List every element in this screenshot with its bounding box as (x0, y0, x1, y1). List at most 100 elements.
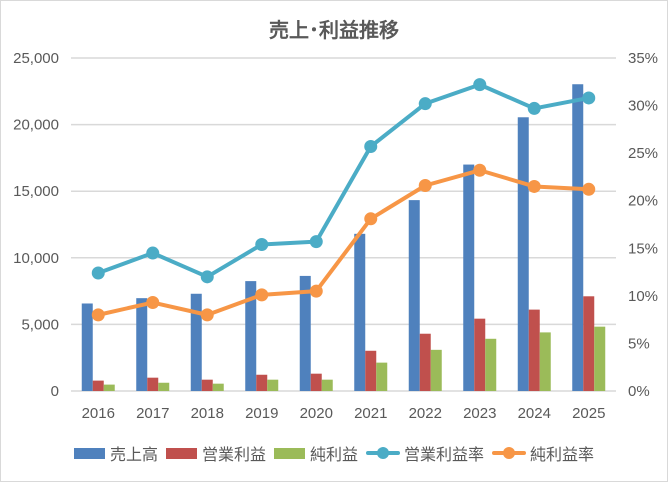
lines (91, 78, 596, 322)
legend-item-net-profit: 純利益 (273, 441, 358, 465)
point-net-margin (527, 179, 541, 193)
point-operating-margin (582, 91, 596, 105)
bar-net-profit (539, 332, 551, 391)
bar-operating-profit (147, 377, 159, 391)
bar-operating-profit (528, 309, 540, 391)
bar-sales (190, 293, 202, 391)
right-axis-tick-label: 5% (628, 335, 650, 352)
x-axis-tick-label: 2019 (245, 405, 278, 422)
x-axis-ticks: 2016 2017 2018 2019 2020 2021 2022 2023 2024 2025 (82, 405, 606, 422)
x-axis-tick-label: 2023 (463, 405, 496, 422)
x-axis-tick-label: 2024 (518, 405, 551, 422)
x-axis-tick-label: 2022 (409, 405, 442, 422)
right-axis-tick-label: 30% (628, 98, 658, 115)
point-operating-margin (146, 246, 160, 260)
bar-net-profit (158, 382, 170, 391)
right-axis-tick-label: 20% (628, 193, 658, 210)
bar-net-profit (485, 338, 497, 391)
x-axis-tick-label: 2025 (572, 405, 605, 422)
point-operating-margin (418, 97, 432, 111)
left-axis-tick-label: 10,000 (13, 250, 59, 267)
bar-sales (299, 275, 311, 391)
bar-sales (572, 84, 584, 391)
legend-swatch-operating-profit (165, 447, 197, 459)
bar-operating-profit (256, 374, 268, 391)
legend-item-net-margin: 純利益率 (492, 441, 594, 465)
point-operating-margin (527, 101, 541, 115)
left-axis-tick-label: 5,000 (21, 316, 59, 333)
legend-swatch-sales (73, 447, 105, 459)
bar-operating-profit (419, 333, 431, 391)
legend-label-net-profit: 純利益 (309, 445, 358, 464)
bar-net-profit (430, 349, 442, 391)
right-axis-ticks: 0% 5% 10% 15% 20% 25% 30% 35% (628, 50, 658, 400)
legend-marker-operating-margin (366, 447, 400, 459)
bar-net-profit (594, 326, 606, 391)
legend-label-operating-profit: 営業利益 (201, 445, 266, 464)
chart-title: 売上･利益推移 (269, 18, 399, 42)
bar-net-profit (321, 379, 333, 391)
bar-net-profit (103, 384, 115, 391)
point-net-margin (473, 163, 487, 177)
bar-sales (517, 117, 529, 392)
point-net-margin (146, 296, 160, 310)
bar-operating-profit (92, 380, 104, 391)
bar-sales (81, 303, 93, 391)
line-net-margin (96, 168, 591, 317)
legend-label-sales: 売上高 (109, 445, 158, 464)
x-axis-tick-label: 2017 (136, 405, 169, 422)
point-net-margin (91, 308, 105, 322)
right-axis-tick-label: 0% (628, 383, 650, 400)
x-axis-tick-label: 2020 (300, 405, 333, 422)
point-net-margin (582, 182, 596, 196)
x-axis-tick-label: 2021 (354, 405, 387, 422)
bar-operating-profit (474, 318, 486, 391)
x-axis-tick-label: 2018 (191, 405, 224, 422)
bar-net-profit (267, 379, 279, 391)
bar-operating-profit (310, 373, 322, 391)
bar-sales (354, 233, 366, 391)
right-axis-tick-label: 25% (628, 145, 658, 162)
point-net-margin (309, 284, 323, 298)
legend-item-operating-profit: 営業利益 (165, 441, 266, 465)
point-net-margin (418, 178, 432, 192)
legend-item-sales: 売上高 (73, 441, 158, 465)
point-operating-margin (364, 139, 378, 153)
bar-sales (463, 164, 475, 391)
left-axis-tick-label: 25,000 (13, 50, 59, 67)
legend-label-operating-margin: 営業利益率 (404, 445, 485, 464)
right-axis-tick-label: 10% (628, 288, 658, 305)
legend-marker-net-margin (492, 447, 527, 459)
bars (81, 84, 606, 392)
bar-operating-profit (201, 379, 213, 391)
legend-item-operating-margin: 営業利益率 (366, 441, 484, 465)
bar-sales (136, 298, 148, 391)
left-axis-ticks: 0 5,000 10,000 15,000 20,000 25,000 (13, 50, 59, 400)
bar-operating-profit (583, 296, 595, 391)
left-axis-tick-label: 0 (51, 383, 59, 400)
left-axis-tick-label: 15,000 (13, 183, 59, 200)
left-axis-tick-label: 20,000 (13, 117, 59, 134)
bar-operating-profit (365, 350, 377, 391)
right-axis-tick-label: 15% (628, 240, 658, 257)
point-operating-margin (200, 270, 214, 284)
point-net-margin (200, 308, 214, 322)
line-operating-margin (96, 82, 591, 279)
bar-net-profit (212, 383, 224, 391)
point-operating-margin (255, 237, 269, 251)
legend: 売上高 営業利益 純利益 営業利益率 純利益率 (0, 438, 668, 468)
bar-net-profit (376, 362, 388, 391)
point-net-margin (364, 212, 378, 226)
bar-sales (245, 281, 257, 391)
point-operating-margin (473, 78, 487, 92)
point-net-margin (255, 288, 269, 302)
legend-label-net-margin: 純利益率 (530, 445, 595, 464)
x-axis-tick-label: 2016 (82, 405, 115, 422)
right-axis-tick-label: 35% (628, 50, 658, 67)
bar-sales (408, 200, 420, 391)
point-operating-margin (91, 266, 105, 280)
legend-swatch-net-profit (273, 447, 305, 459)
point-operating-margin (309, 235, 323, 249)
